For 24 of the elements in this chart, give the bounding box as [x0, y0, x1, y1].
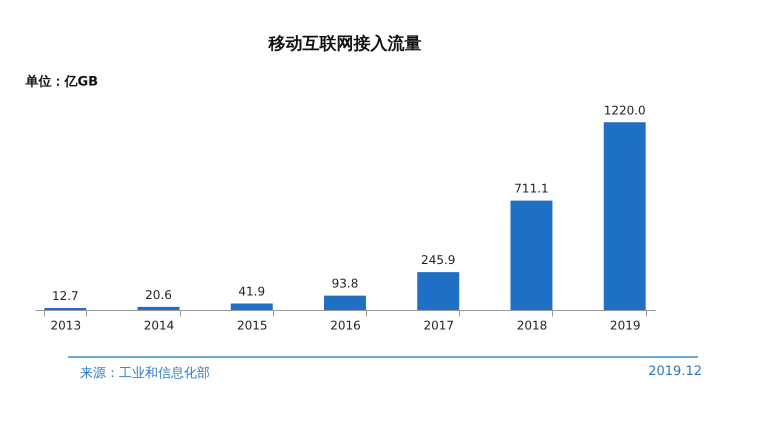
x-tick-label: 2018: [516, 318, 548, 332]
x-tick-label: 2015: [236, 318, 268, 332]
x-tick-label: 2017: [423, 318, 454, 332]
data-label: 41.9: [238, 284, 266, 299]
bar: [510, 200, 552, 310]
data-label: 12.7: [52, 289, 79, 304]
y-axis-title: 单位：亿GB: [24, 74, 98, 90]
bar: [230, 304, 273, 310]
x-tick-label: 2019: [610, 318, 640, 332]
chart-title: 移动互联网接入流量: [268, 34, 422, 54]
text: 2019.12: [648, 364, 702, 379]
bar: [324, 296, 366, 310]
bar: [604, 122, 646, 310]
data-label: 20.6: [145, 288, 172, 302]
x-tick-label: 2016: [330, 318, 361, 332]
bar: [138, 306, 180, 310]
source-note: 来源：工业和信息化部: [80, 365, 210, 382]
data-label: 245.9: [421, 253, 456, 268]
x-tick-label: 2013: [50, 318, 82, 332]
data-label: 1220.0: [604, 103, 646, 118]
x-tick-label: 2014: [144, 318, 174, 332]
data-label: 93.8: [332, 276, 358, 291]
bar: [417, 272, 460, 310]
data-label: 711.1: [514, 182, 549, 196]
